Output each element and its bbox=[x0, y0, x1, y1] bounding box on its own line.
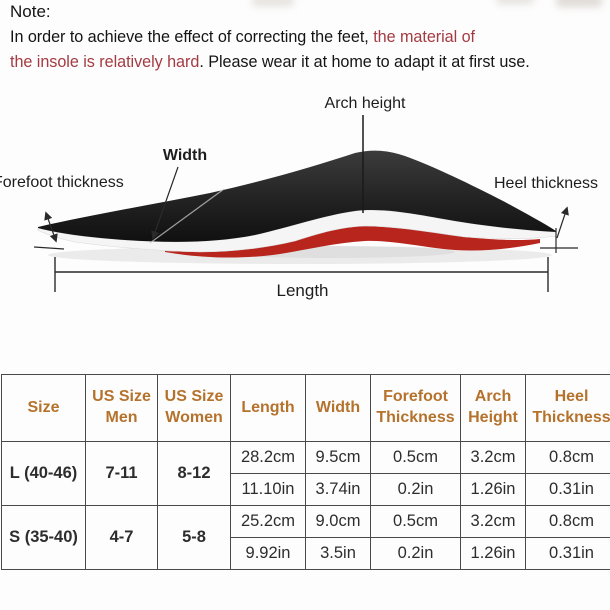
value-cell: 1.26in bbox=[460, 473, 526, 506]
value-cell: 0.2in bbox=[370, 473, 461, 506]
watermark-smudge bbox=[496, 0, 534, 4]
col-header-arch-height: Arch Height bbox=[460, 374, 526, 442]
value-cell: 0.5cm bbox=[370, 441, 461, 474]
forefoot-thickness-tick bbox=[33, 246, 65, 250]
insole-diagram bbox=[33, 115, 578, 292]
col-header-length: Length bbox=[230, 374, 306, 442]
value-cell: 3.2cm bbox=[460, 505, 526, 538]
note-section: Note: In order to achieve the effect of … bbox=[10, 2, 608, 75]
value-cell: 25.2cm bbox=[230, 505, 306, 538]
value-cell: 1.26in bbox=[460, 537, 526, 570]
value-cell: 9.92in bbox=[230, 537, 306, 570]
us-men-cell-S: 4-7 bbox=[85, 505, 158, 570]
width-pointer-line bbox=[151, 166, 179, 240]
heel-thickness-label: Heel thickness bbox=[494, 175, 599, 192]
forefoot-thickness-label: Forefoot thickness bbox=[0, 174, 124, 191]
width-label: Width bbox=[162, 147, 208, 164]
note-highlight-1: the material of bbox=[373, 28, 476, 46]
value-cell: 0.31in bbox=[525, 473, 610, 506]
arch-height-label: Arch height bbox=[324, 95, 406, 112]
table-row-S-imperial: 9.92in 3.5in 0.2in 1.26in 0.31in bbox=[2, 537, 610, 570]
value-cell: 0.2in bbox=[370, 537, 461, 570]
col-header-forefoot-thickness: Forefoot Thickness bbox=[370, 374, 461, 442]
length-label: Length bbox=[276, 281, 329, 300]
value-cell: 3.74in bbox=[305, 473, 371, 506]
watermark-smudge bbox=[556, 0, 602, 7]
value-cell: 0.8cm bbox=[525, 441, 610, 474]
us-women-cell-L: 8-12 bbox=[157, 441, 231, 506]
value-cell: 0.31in bbox=[525, 537, 610, 570]
heel-thickness-arrow bbox=[556, 206, 569, 239]
col-header-width: Width bbox=[305, 374, 371, 442]
us-men-cell-L: 7-11 bbox=[85, 441, 158, 506]
size-table-header-row: Size US Size Men US Size Women Length Wi… bbox=[1, 374, 610, 442]
value-cell: 3.2cm bbox=[460, 441, 526, 474]
col-header-size: Size bbox=[1, 374, 86, 442]
note-title: Note: bbox=[10, 2, 51, 21]
value-cell: 0.5cm bbox=[370, 505, 461, 538]
note-paragraph: In order to achieve the effect of correc… bbox=[10, 25, 608, 75]
table-row-S-metric: S (35-40) 4-7 5-8 25.2cm 9.0cm 0.5cm 3.2… bbox=[1, 505, 610, 570]
col-header-us-women: US Size Women bbox=[157, 374, 231, 442]
width-measure-line bbox=[149, 188, 225, 244]
forefoot-thickness-arrow bbox=[44, 211, 58, 243]
value-cell: 0.8cm bbox=[525, 505, 610, 538]
us-women-cell-S: 5-8 bbox=[157, 505, 231, 570]
col-header-us-men: US Size Men bbox=[85, 374, 158, 442]
note-text-black-2: . Please wear it at home to adapt it at … bbox=[199, 53, 530, 71]
size-table: Size US Size Men US Size Women Length Wi… bbox=[1, 374, 610, 570]
size-cell-S: S (35-40) bbox=[1, 505, 86, 570]
insole-arch-support-layer bbox=[165, 226, 540, 258]
value-cell: 11.10in bbox=[230, 473, 306, 506]
value-cell: 3.5in bbox=[305, 537, 371, 570]
value-cell: 9.5cm bbox=[305, 441, 371, 474]
value-cell: 9.0cm bbox=[305, 505, 371, 538]
note-text-black-1: In order to achieve the effect of correc… bbox=[10, 28, 374, 46]
col-header-heel-thickness: Heel Thickness bbox=[525, 374, 610, 442]
watermark-smudge bbox=[252, 0, 294, 6]
insole-top-layer bbox=[38, 150, 556, 242]
table-row-L-imperial: 11.10in 3.74in 0.2in 1.26in 0.31in bbox=[2, 473, 610, 506]
size-cell-L: L (40-46) bbox=[1, 441, 86, 506]
note-highlight-2: the insole is relatively hard bbox=[10, 53, 200, 71]
value-cell: 28.2cm bbox=[230, 441, 306, 474]
table-row-L-metric: L (40-46) 7-11 8-12 28.2cm 9.5cm 0.5cm 3… bbox=[1, 441, 610, 506]
